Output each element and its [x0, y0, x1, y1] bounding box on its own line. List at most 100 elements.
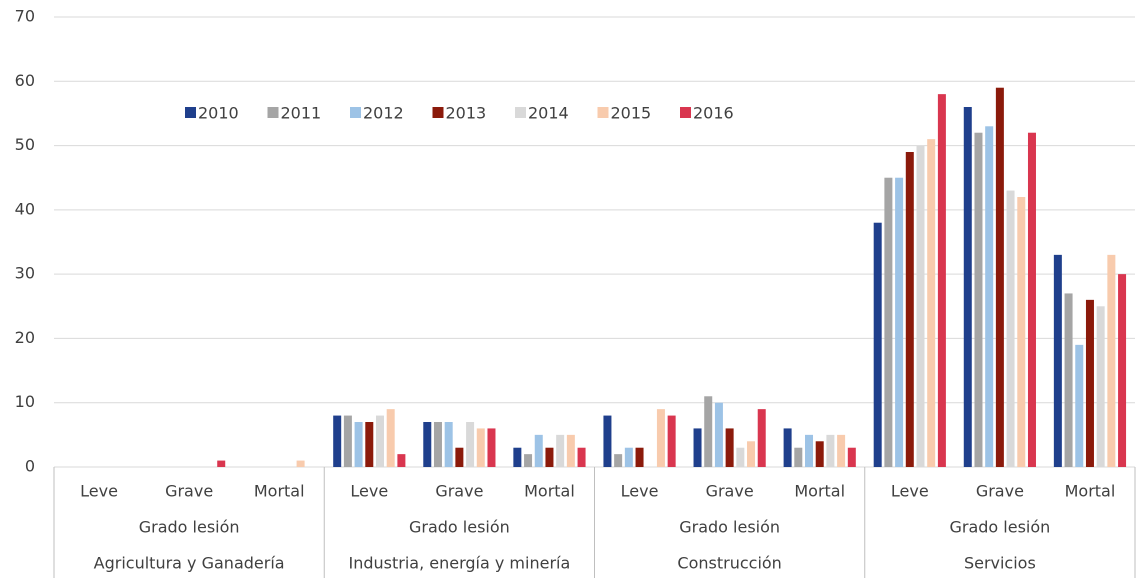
x-tick-label: Grave [706, 482, 754, 501]
bar [794, 447, 803, 467]
legend-label: 2013 [446, 104, 487, 123]
x-tick-label: Leve [80, 482, 118, 501]
subgroup-label: Grado lesión [409, 518, 510, 537]
bar [736, 447, 745, 467]
bar [577, 447, 586, 467]
bar [974, 132, 983, 467]
bar [725, 428, 734, 467]
y-tick-label: 0 [25, 457, 35, 476]
bar [455, 447, 464, 467]
group-label: Servicios [964, 554, 1036, 573]
bar [375, 415, 384, 467]
legend-label: 2015 [611, 104, 652, 123]
y-tick-label: 10 [15, 392, 35, 411]
bar [937, 94, 946, 468]
bar [365, 422, 374, 467]
bar [1085, 299, 1094, 467]
subgroup-label: Grado lesión [949, 518, 1050, 537]
bar [354, 422, 363, 467]
bar [1064, 293, 1073, 467]
legend-swatch [350, 107, 361, 118]
legend-label: 2014 [528, 104, 569, 123]
bar [476, 428, 485, 467]
x-tick-label: Grave [165, 482, 213, 501]
bar [873, 222, 882, 467]
bar [995, 87, 1004, 467]
legend-label: 2010 [198, 104, 239, 123]
legend-label: 2016 [693, 104, 734, 123]
x-tick-label: Leve [891, 482, 929, 501]
x-tick-label: Grave [976, 482, 1024, 501]
bar [603, 415, 612, 467]
bar [1027, 132, 1036, 467]
bar [614, 454, 623, 467]
legend-swatch [680, 107, 691, 118]
bar [1006, 190, 1015, 468]
bar [524, 454, 533, 467]
bar [985, 126, 994, 468]
bar [433, 422, 442, 467]
bar [1096, 306, 1105, 467]
bar [513, 447, 522, 467]
bar [905, 152, 914, 467]
x-tick-label: Mortal [794, 482, 845, 501]
bar [815, 441, 824, 467]
bar [747, 441, 756, 467]
bar [916, 145, 925, 468]
y-tick-label: 20 [15, 328, 35, 347]
y-tick-label: 40 [15, 199, 35, 218]
legend-swatch [515, 107, 526, 118]
x-tick-label: Leve [350, 482, 388, 501]
bar [1053, 254, 1062, 467]
bar [217, 460, 226, 467]
group-label: Industria, energía y minería [348, 554, 570, 573]
bar [714, 402, 723, 467]
bar [783, 428, 792, 467]
x-tick-label: Mortal [254, 482, 305, 501]
bar [884, 177, 893, 467]
legend-swatch [597, 107, 609, 118]
y-tick-label: 70 [15, 7, 35, 26]
bar [545, 447, 554, 467]
bar [826, 434, 835, 467]
group-label: Construcción [677, 554, 781, 573]
bar [444, 422, 453, 467]
bar [566, 434, 575, 467]
bar [556, 434, 565, 467]
y-tick-label: 30 [15, 264, 35, 283]
bar [837, 434, 846, 467]
bar [963, 107, 972, 467]
bar [333, 415, 342, 467]
bar [343, 415, 352, 467]
legend-swatch [432, 107, 444, 118]
bar [847, 447, 856, 467]
bar [805, 434, 814, 467]
legend-swatch [267, 107, 279, 118]
bar [1118, 274, 1127, 467]
x-tick-label: Leve [621, 482, 659, 501]
bar [386, 409, 395, 467]
x-tick-label: Grave [435, 482, 483, 501]
bar [895, 177, 904, 467]
x-tick-label: Mortal [524, 482, 575, 501]
bar [534, 434, 543, 467]
bar [466, 422, 475, 467]
legend-swatch [185, 107, 196, 118]
bar [487, 428, 496, 467]
group-label: Agricultura y Ganadería [94, 554, 285, 573]
bar [1017, 197, 1026, 467]
bar [397, 454, 406, 467]
bar [927, 139, 936, 467]
bar [1107, 254, 1116, 467]
x-tick-label: Mortal [1065, 482, 1116, 501]
bar [635, 447, 644, 467]
legend-label: 2012 [363, 104, 404, 123]
bar [296, 460, 305, 467]
subgroup-label: Grado lesión [679, 518, 780, 537]
y-tick-label: 60 [15, 71, 35, 90]
bar [693, 428, 702, 467]
bar [704, 396, 713, 467]
bar [667, 415, 676, 467]
bar [423, 422, 432, 467]
